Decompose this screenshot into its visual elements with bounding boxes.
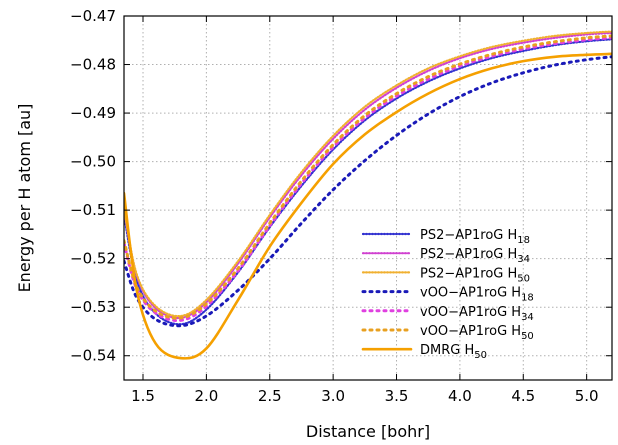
series-line-4 xyxy=(124,36,612,323)
legend-label-5: vOO−AP1roG H50 xyxy=(420,324,534,342)
y-tick-label: −0.48 xyxy=(70,56,116,74)
y-tick-label: −0.49 xyxy=(70,104,116,122)
x-tick-label: 4.0 xyxy=(448,387,472,405)
x-tick-label: 2.5 xyxy=(258,387,282,405)
series-layer xyxy=(124,30,612,360)
series-line-2 xyxy=(124,30,612,318)
x-axis: 1.5 2.0 2.5 3.0 3.5 4.0 4.5 5.0 xyxy=(131,16,599,405)
y-tick-label: −0.53 xyxy=(70,298,116,316)
y-tick-label: −0.51 xyxy=(70,201,116,219)
y-tick-label: −0.52 xyxy=(70,250,116,268)
series-line-1 xyxy=(124,31,612,320)
x-tick-label: 5.0 xyxy=(575,387,599,405)
x-tick-label: 2.0 xyxy=(194,387,218,405)
series-line-0 xyxy=(124,38,612,326)
x-tick-label: 1.5 xyxy=(131,387,155,405)
x-tick-label: 3.0 xyxy=(321,387,345,405)
series-line-5 xyxy=(124,34,612,320)
y-axis-label: Energy per H atom [au] xyxy=(15,104,34,293)
series-line-3 xyxy=(124,55,612,328)
legend-label-3: vOO−AP1roG H18 xyxy=(420,286,534,304)
x-tick-label: 3.5 xyxy=(385,387,409,405)
y-tick-label: −0.47 xyxy=(70,7,116,25)
legend-label-1: PS2−AP1roG H34 xyxy=(420,247,530,265)
plot-frame xyxy=(123,15,613,381)
grid xyxy=(124,16,612,380)
legend-label-6: DMRG H50 xyxy=(420,343,487,361)
legend-label-2: PS2−AP1roG H50 xyxy=(420,266,530,284)
x-tick-label: 4.5 xyxy=(511,387,535,405)
legend-label-0: PS2−AP1roG H18 xyxy=(420,228,530,246)
y-tick-label: −0.50 xyxy=(70,153,116,171)
legend-label-4: vOO−AP1roG H34 xyxy=(420,305,534,323)
series-line-6 xyxy=(124,52,612,360)
x-axis-label: Distance [bohr] xyxy=(306,422,430,441)
y-axis: −0.54 −0.53 −0.52 −0.51 −0.50 −0.49 −0.48 −0.47 xyxy=(70,7,612,365)
y-tick-label: −0.54 xyxy=(70,347,116,365)
